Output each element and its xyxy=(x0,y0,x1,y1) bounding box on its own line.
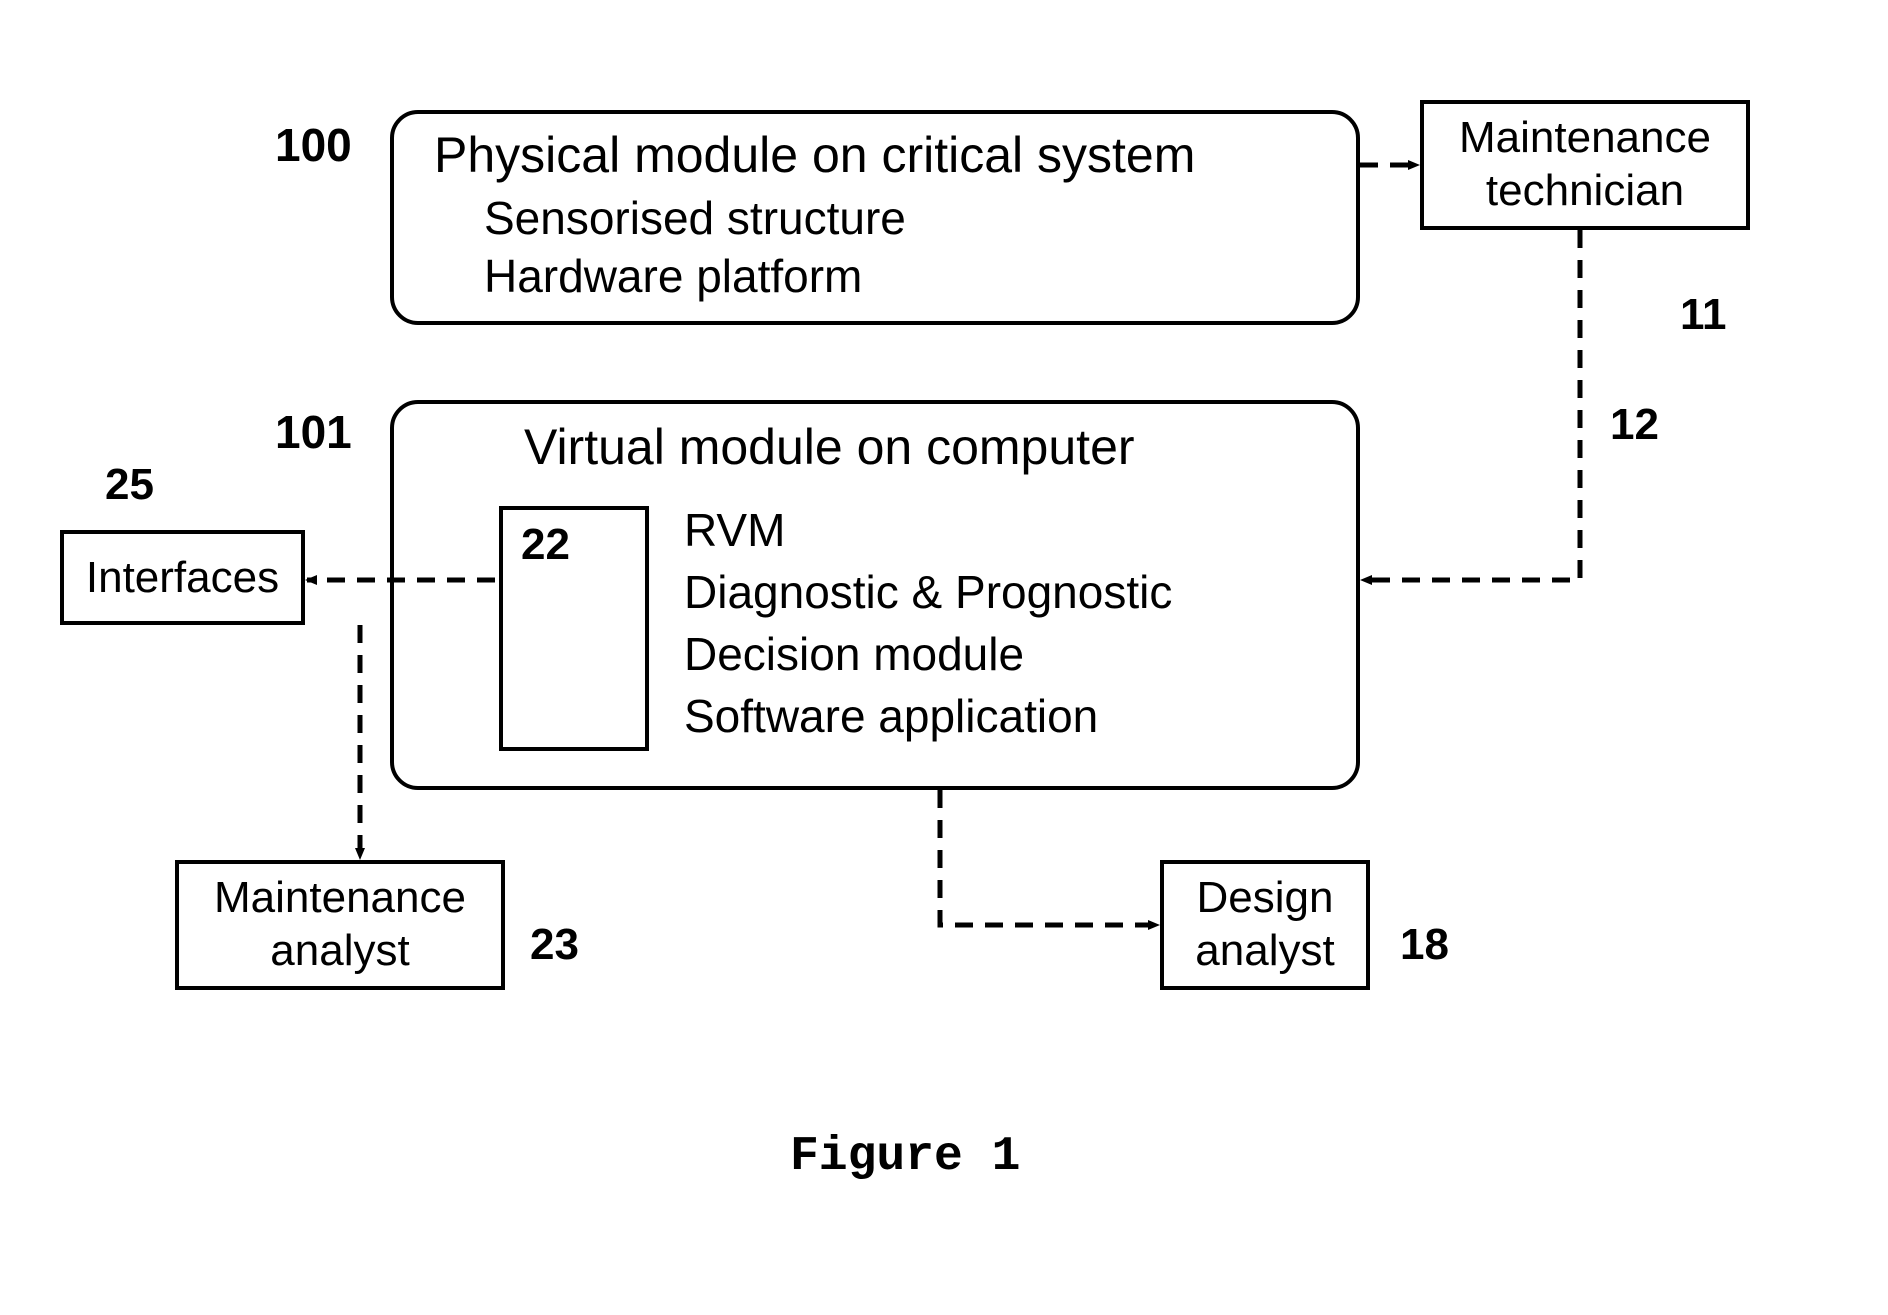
node-interfaces: Interfaces xyxy=(60,530,305,625)
node-virtual-module: Virtual module on computer 22 RVMDiagnos… xyxy=(390,400,1360,790)
inner-box-22: 22 xyxy=(499,506,649,751)
node-text-line: analyst xyxy=(270,925,409,978)
ref-label-25: 25 xyxy=(105,460,154,510)
ref-label-12: 12 xyxy=(1610,400,1659,450)
node-text-line: Maintenance xyxy=(214,872,466,925)
figure-caption: Figure 1 xyxy=(790,1130,1020,1184)
virtual-line: RVM xyxy=(684,499,1172,561)
physical-lines: Sensorised structureHardware platform xyxy=(484,190,1356,305)
physical-line: Sensorised structure xyxy=(484,190,1356,248)
virtual-line: Diagnostic & Prognostic xyxy=(684,561,1172,623)
virtual-line: Software application xyxy=(684,685,1172,747)
virtual-line: Decision module xyxy=(684,623,1172,685)
virtual-title: Virtual module on computer xyxy=(524,418,1356,476)
diagram-canvas: Physical module on critical system Senso… xyxy=(0,0,1888,1315)
physical-line: Hardware platform xyxy=(484,248,1356,306)
ref-label-100: 100 xyxy=(275,118,352,172)
node-text-line: Design xyxy=(1197,872,1334,925)
edge xyxy=(1362,230,1580,580)
ref-label-22: 22 xyxy=(503,510,645,570)
interfaces-text: Interfaces xyxy=(86,553,279,603)
ref-label-18: 18 xyxy=(1400,920,1449,970)
node-design-analyst: Designanalyst xyxy=(1160,860,1370,990)
virtual-lines: RVMDiagnostic & PrognosticDecision modul… xyxy=(684,499,1172,747)
ref-label-101: 101 xyxy=(275,405,352,459)
node-maintenance-technician: Maintenancetechnician xyxy=(1420,100,1750,230)
node-physical-module: Physical module on critical system Senso… xyxy=(390,110,1360,325)
node-text-line: technician xyxy=(1486,165,1684,218)
ref-label-11: 11 xyxy=(1680,290,1727,340)
physical-title: Physical module on critical system xyxy=(434,126,1356,184)
edge xyxy=(940,790,1158,925)
node-text-line: analyst xyxy=(1195,925,1334,978)
node-text-line: Maintenance xyxy=(1459,112,1711,165)
ref-label-23: 23 xyxy=(530,920,579,970)
node-maintenance-analyst: Maintenanceanalyst xyxy=(175,860,505,990)
